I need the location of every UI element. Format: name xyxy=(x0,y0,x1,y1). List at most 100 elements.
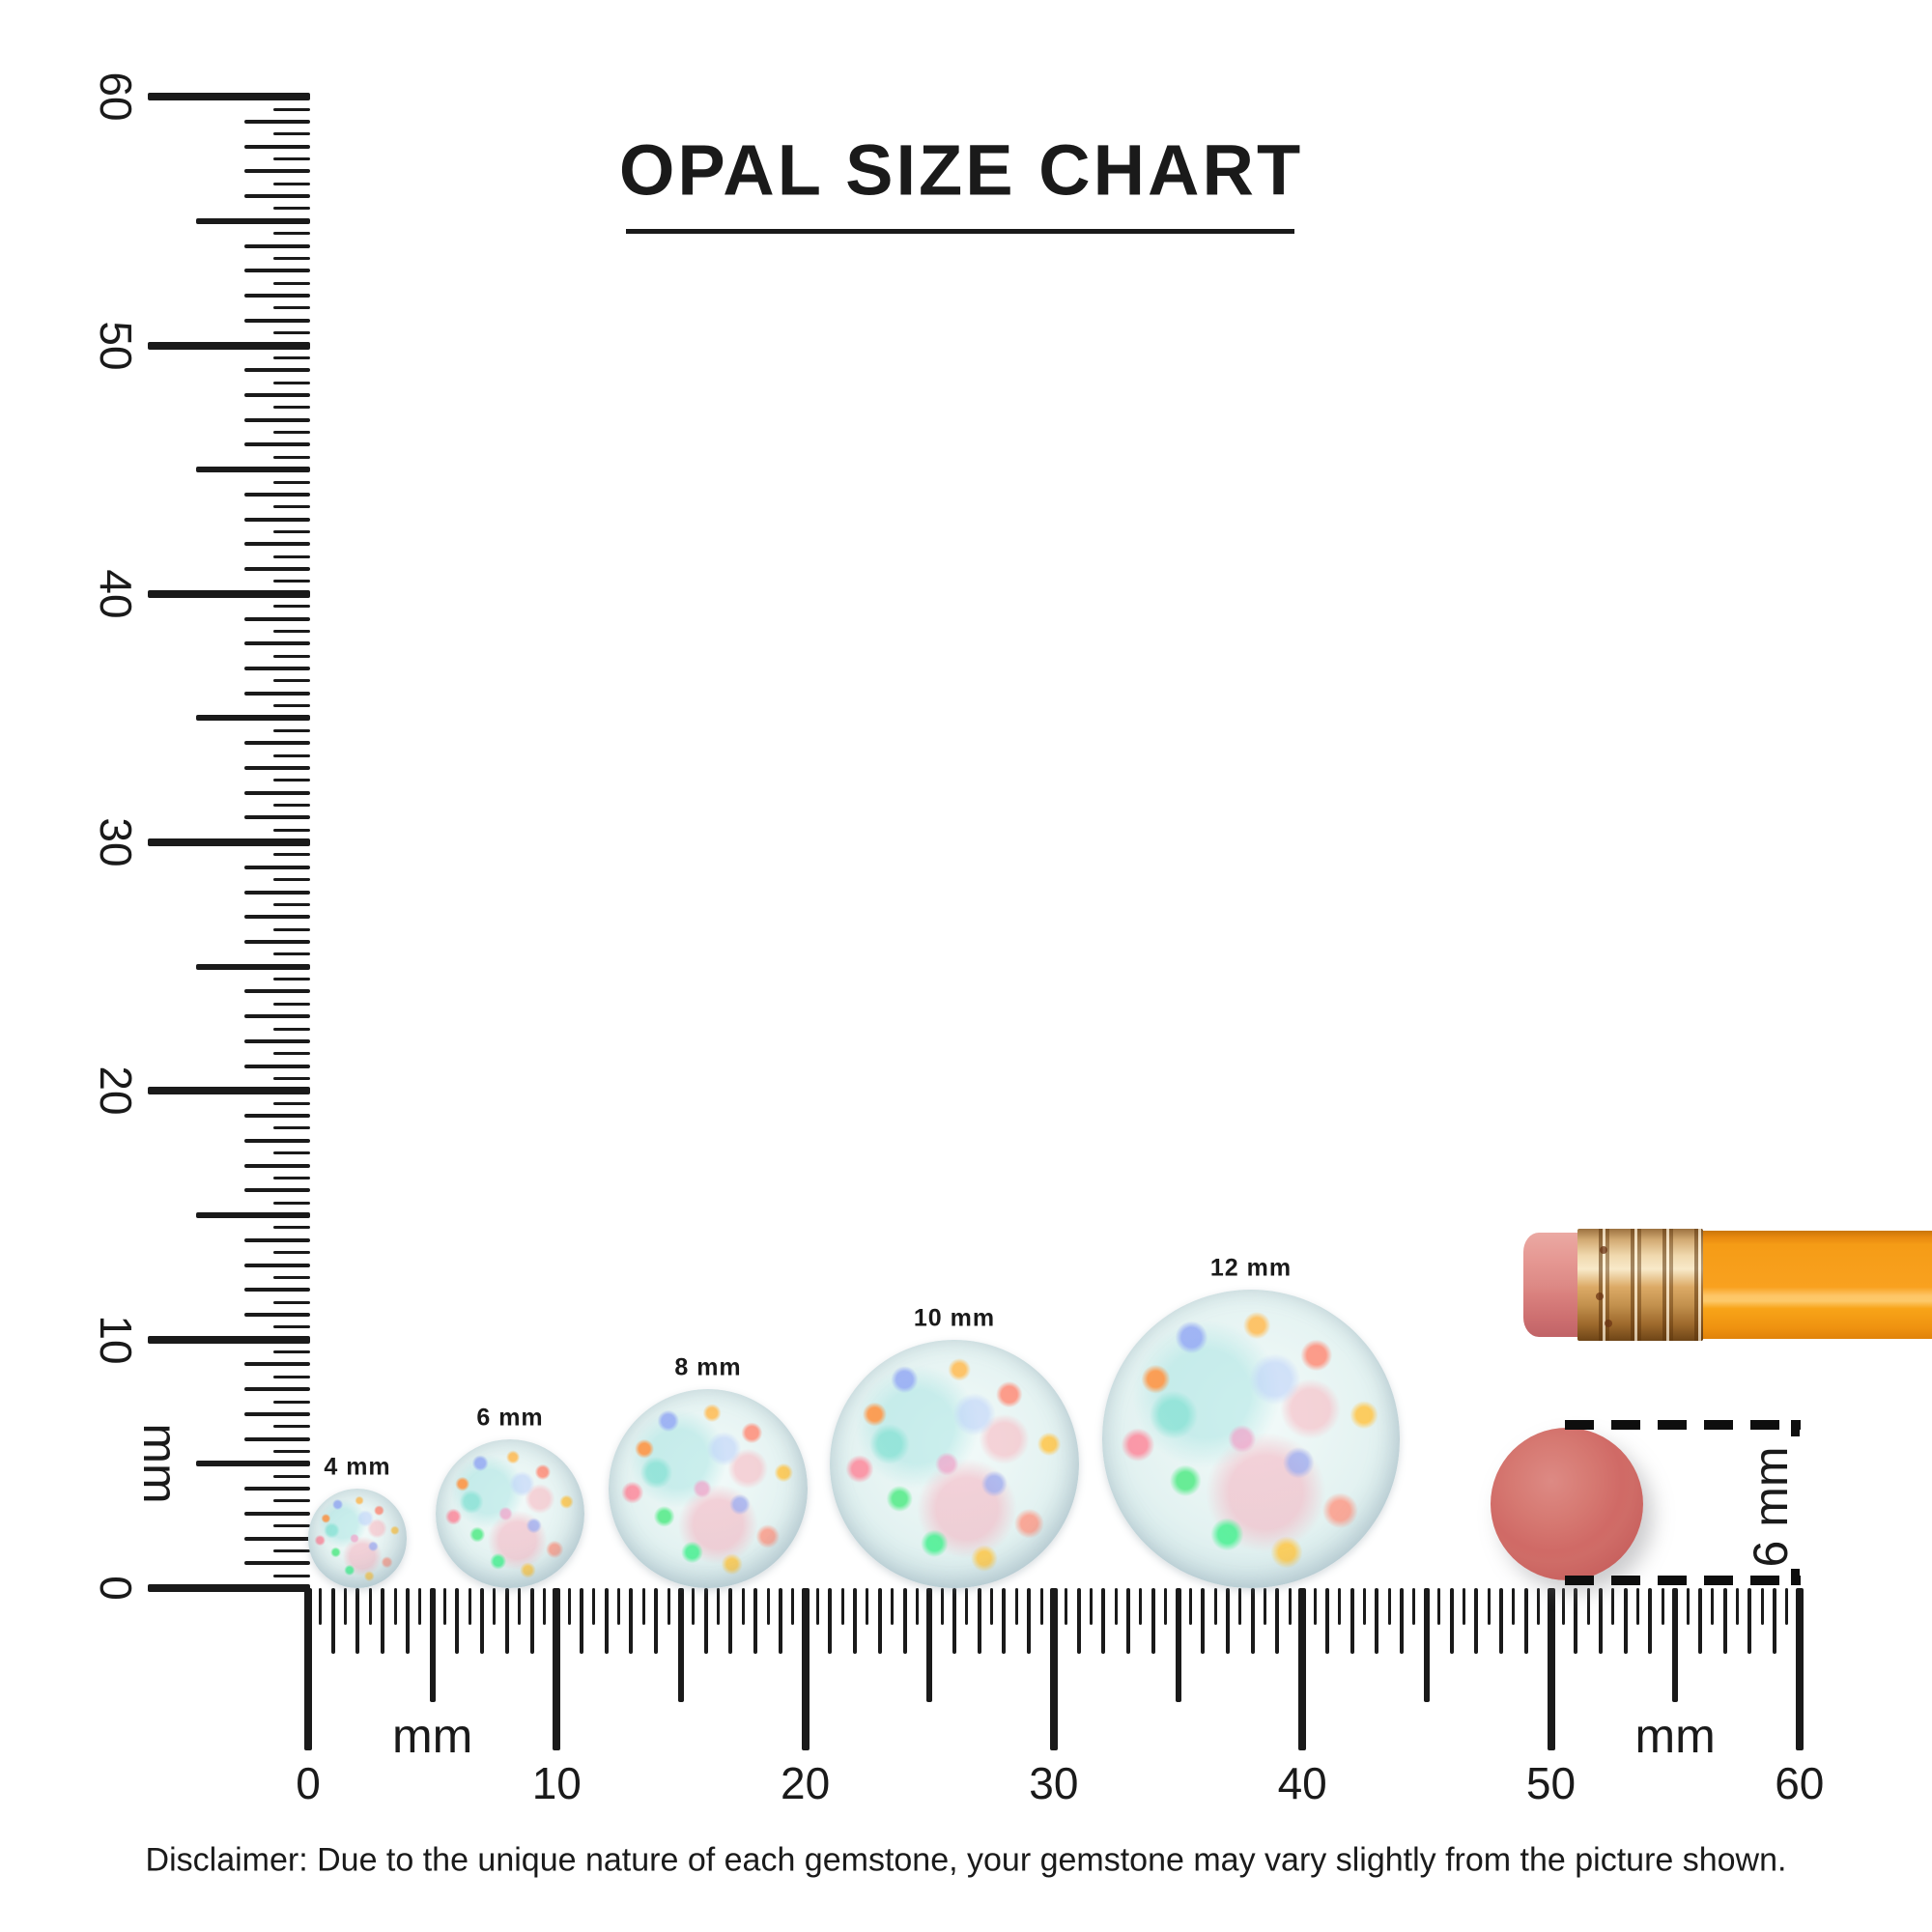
opal-size-label: 4 mm xyxy=(324,1453,391,1481)
ruler-tick xyxy=(1298,1588,1307,1750)
h-ruler-number: 20 xyxy=(781,1758,831,1808)
ruler-tick xyxy=(273,728,310,732)
ruler-tick xyxy=(418,1588,422,1625)
ruler-tick xyxy=(273,1226,310,1230)
ruler-tick xyxy=(1697,1588,1702,1654)
ruler-tick xyxy=(877,1588,882,1654)
ruler-tick xyxy=(148,1335,310,1344)
ruler-tick xyxy=(244,269,310,273)
ruler-tick xyxy=(1350,1588,1354,1654)
ruler-tick xyxy=(244,1237,310,1242)
ruler-tick xyxy=(244,1263,310,1267)
ruler-tick xyxy=(518,1588,522,1625)
ruler-tick xyxy=(273,952,310,956)
ruler-tick xyxy=(244,915,310,920)
ruler-tick xyxy=(244,616,310,621)
ruler-tick xyxy=(273,1052,310,1056)
ruler-tick xyxy=(952,1588,956,1654)
ruler-tick xyxy=(244,1163,310,1168)
ruler-tick xyxy=(148,838,310,847)
pencil-ferrule xyxy=(1577,1229,1703,1341)
ruler-tick xyxy=(1598,1588,1603,1654)
ruler-tick xyxy=(1661,1588,1664,1625)
ruler-tick xyxy=(244,1487,310,1492)
ruler-tick xyxy=(393,1588,397,1625)
v-ruler-number: 10 xyxy=(91,1315,141,1365)
ruler-tick xyxy=(244,865,310,869)
ruler-tick xyxy=(542,1588,546,1625)
ruler-tick xyxy=(1338,1588,1342,1625)
opal-size-label: 10 mm xyxy=(913,1304,996,1332)
measure-dash-end-top xyxy=(1791,1420,1800,1436)
ruler-tick xyxy=(244,567,310,572)
ruler-tick xyxy=(244,442,310,447)
eraser-size-label: 6 mm xyxy=(1744,1446,1798,1568)
ruler-tick xyxy=(273,704,310,708)
ruler-tick xyxy=(1760,1588,1764,1625)
ruler-tick xyxy=(1449,1588,1454,1654)
ruler-tick xyxy=(148,1584,310,1592)
ruler-tick xyxy=(1089,1588,1093,1625)
ruler-tick xyxy=(330,1588,335,1654)
ruler-tick xyxy=(244,294,310,298)
ruler-tick xyxy=(1437,1588,1441,1625)
ruler-tick xyxy=(273,1400,310,1404)
v-ruler-number: 50 xyxy=(91,320,141,371)
ruler-tick xyxy=(1512,1588,1516,1625)
h-ruler-number: 60 xyxy=(1775,1758,1825,1808)
ruler-tick xyxy=(196,1212,310,1219)
ruler-tick xyxy=(273,1350,310,1354)
ruler-tick xyxy=(1722,1588,1727,1654)
ruler-tick xyxy=(273,331,310,335)
ruler-tick xyxy=(1164,1588,1168,1625)
ruler-tick xyxy=(617,1588,621,1625)
ruler-tick xyxy=(1561,1588,1565,1625)
ruler-tick xyxy=(1114,1588,1118,1625)
ruler-tick xyxy=(244,1014,310,1019)
ruler-tick xyxy=(244,144,310,149)
ruler-tick xyxy=(1363,1588,1367,1625)
ruler-tick xyxy=(480,1588,485,1654)
ruler-tick xyxy=(1499,1588,1504,1654)
ruler-tick xyxy=(1175,1588,1181,1702)
ruler-tick xyxy=(273,554,310,558)
ruler-tick xyxy=(368,1588,372,1625)
ruler-tick xyxy=(455,1588,460,1654)
opal-size-label: 12 mm xyxy=(1209,1254,1293,1282)
ruler-tick xyxy=(1027,1588,1032,1654)
h-ruler-unit-label: mm xyxy=(1634,1709,1716,1763)
ruler-tick xyxy=(244,517,310,522)
ruler-tick xyxy=(567,1588,571,1625)
ruler-tick xyxy=(244,1536,310,1541)
ruler-tick xyxy=(1226,1588,1230,1654)
ruler-tick xyxy=(853,1588,858,1654)
ruler-tick xyxy=(1014,1588,1018,1625)
ruler-tick xyxy=(244,890,310,895)
ruler-tick xyxy=(429,1588,436,1702)
ruler-tick xyxy=(977,1588,981,1654)
ruler-tick xyxy=(493,1588,497,1625)
ruler-tick xyxy=(1747,1588,1752,1654)
ruler-tick xyxy=(840,1588,844,1625)
h-ruler-number: 10 xyxy=(531,1758,582,1808)
h-ruler-number: 0 xyxy=(296,1758,321,1808)
v-ruler-number: 30 xyxy=(91,817,141,867)
ruler-tick xyxy=(443,1588,446,1625)
ruler-tick xyxy=(355,1588,360,1654)
ruler-tick xyxy=(604,1588,609,1654)
ruler-tick xyxy=(273,828,310,832)
ruler-tick xyxy=(273,1176,310,1179)
ruler-tick xyxy=(273,157,310,161)
h-ruler-unit-label: mm xyxy=(391,1709,473,1763)
ruler-tick xyxy=(273,107,310,111)
ruler-tick xyxy=(1324,1588,1329,1654)
ruler-tick xyxy=(629,1588,634,1654)
ruler-tick xyxy=(273,256,310,260)
h-ruler-number: 30 xyxy=(1029,1758,1079,1808)
ruler-tick xyxy=(244,765,310,770)
ruler-tick xyxy=(244,417,310,422)
opal-6mm xyxy=(435,1438,585,1588)
ruler-tick xyxy=(866,1588,869,1625)
ruler-tick xyxy=(990,1588,994,1625)
